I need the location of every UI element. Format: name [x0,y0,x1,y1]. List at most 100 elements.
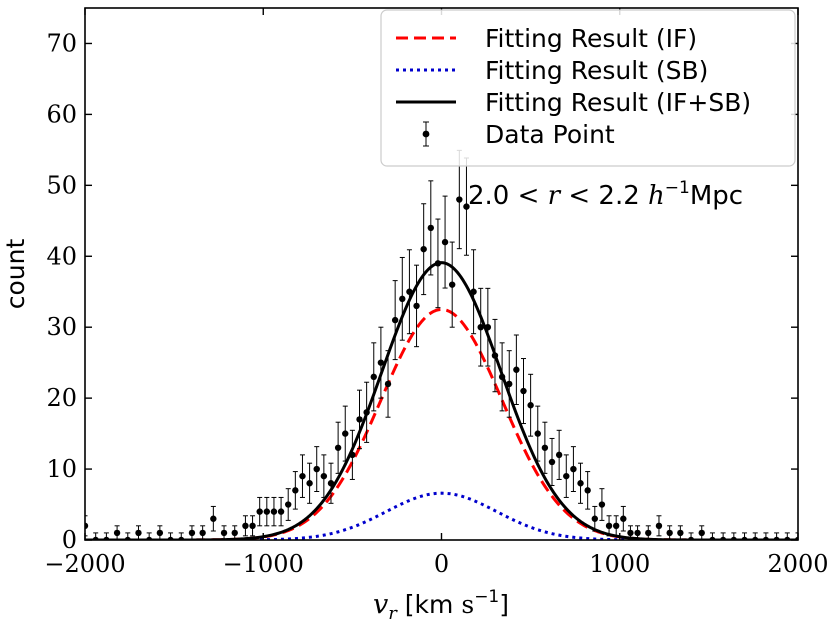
axis-ticks: −2000 −1000 0 1000 2000 0 10 20 30 40 50 60 70 [44,8,829,578]
data-point [327,462,335,504]
data-point [270,496,278,527]
data-point [698,525,705,540]
data-point [730,532,738,540]
legend-entry: Fitting Result (IF) [396,24,697,53]
data-point [292,471,299,510]
data-point [231,525,238,540]
data-point [784,532,791,540]
data-point [620,505,627,532]
data-point [377,326,385,399]
data-point [299,454,306,498]
data-point [577,462,584,504]
y-tick-label: 60 [46,100,77,128]
data-point [762,532,770,540]
data-point [188,525,196,540]
data-point [463,157,470,256]
x-axis-title: vr [km s−1] [373,587,509,624]
data-point [773,532,780,540]
data-point [477,287,484,367]
data-point [320,454,328,498]
y-tick-label: 10 [46,455,77,483]
data-point [709,532,716,540]
data-point [605,515,613,537]
legend: Fitting Result (IF) Fitting Result (SB) Fi… [380,9,796,167]
data-point [584,471,591,510]
data-point [210,505,217,532]
data-point [156,525,164,540]
data-point [349,429,356,480]
legend-box [380,9,796,167]
data-point [178,532,185,540]
curve-fitting-result-if- [85,307,798,540]
data-point [441,195,449,289]
data-point [666,525,673,540]
legend-label: Fitting Result (SB) [485,56,708,85]
data-point [534,405,541,462]
data-point [491,318,499,393]
data-point [249,515,256,537]
data-points [85,149,798,540]
data-point [363,381,370,443]
x-tick-label: 2000 [767,550,828,578]
y-tick-label: 30 [46,313,77,341]
data-point [687,532,695,540]
data-point [520,358,527,425]
data-point [256,496,263,527]
data-point [420,203,427,296]
y-tick-label: 70 [46,29,77,57]
data-point [645,525,652,540]
data-point [513,334,520,406]
data-point [370,342,377,412]
data-point [598,488,606,521]
data-point [413,264,420,348]
data-point [541,421,549,474]
data-point [406,249,413,335]
legend-label: Fitting Result (IF) [485,24,697,53]
data-point [263,496,271,527]
y-tick-label: 0 [62,526,77,554]
data-point [752,532,759,540]
x-tick-label: −2000 [44,550,125,578]
data-point [306,462,313,504]
data-point [113,525,121,540]
data-point [277,496,285,527]
data-point [570,446,577,492]
data-point [719,532,727,540]
data-point [434,218,442,309]
data-point [677,525,684,540]
y-tick-label: 50 [46,171,77,199]
y-tick-label: 20 [46,384,77,412]
x-tick-label: 1000 [589,550,650,578]
data-point [399,256,406,341]
data-point [498,342,506,412]
data-point [484,287,492,367]
data-point [220,525,228,540]
fit-curves [85,261,798,540]
data-point [124,532,131,540]
y-tick-label: 40 [46,242,77,270]
data-point [555,429,563,480]
data-point [448,241,456,328]
legend-label: Data Point [485,120,615,149]
data-point [384,350,392,418]
x-tick-label: −1000 [223,550,304,578]
plot-frame [84,7,799,541]
data-point [627,525,634,540]
data-point [634,525,641,540]
data-point [427,180,435,276]
data-point [242,515,249,537]
legend-entry: Fitting Result (IF+SB) [396,88,751,117]
data-point [563,454,570,498]
curve-fitting-result-if-sb- [85,261,798,540]
data-point [548,437,556,486]
data-point [199,525,206,540]
x-tick-label: 0 [434,550,449,578]
data-point [356,389,363,450]
data-point [313,446,320,492]
data-point [391,280,399,361]
data-point [334,421,342,474]
data-point [167,532,174,540]
legend-entry: Data Point [422,120,615,149]
y-axis-title: count [1,239,30,310]
